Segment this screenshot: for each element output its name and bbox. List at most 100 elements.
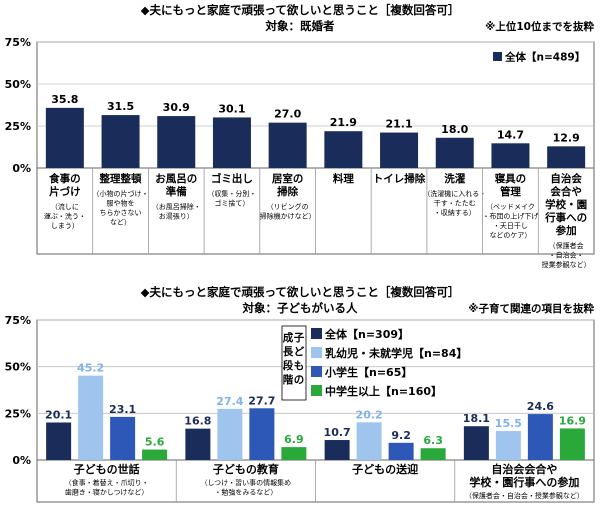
chart1-category-sublabel: （ベッドメイク (486, 203, 535, 211)
chart1-category-sublabel: （お風呂掃除・ (152, 202, 201, 211)
chart1-category-label: 寝具の (495, 172, 527, 185)
chart2-data-label: 16.8 (184, 415, 211, 428)
chart2-bar (324, 440, 350, 460)
chart1-bar (324, 131, 363, 168)
chart1-category-label: 料理 (333, 172, 354, 185)
chart2-data-label: 45.2 (77, 362, 104, 375)
chart1-category-sublabel: しまう） (51, 222, 79, 230)
chart2-legend-label: 小学生【n=65】 (324, 365, 412, 379)
chart2-legend-title: 子 (294, 332, 305, 344)
chart2-legend-title: 段 (283, 359, 294, 372)
chart2-legend-title: 成 (283, 331, 294, 344)
chart2-category-sublabel: （食事・着替え・爪切り・ (65, 478, 149, 487)
chart1-category-label: 管理 (500, 185, 521, 198)
chart1-category-sublabel: （洗濯機に入れる・ (423, 189, 486, 198)
chart1-category-label: 整理整頓 (99, 172, 142, 185)
chart2-legend-title: も (294, 360, 305, 372)
chart2-category-sublabel: 歯磨き・寝かしつけなど） (65, 488, 149, 497)
chart1-category-sublabel: ・天日干し (493, 222, 528, 230)
chart1-category-label: 準備 (166, 185, 187, 198)
chart2-category-label: 学校・園行事への参加 (469, 475, 579, 489)
chart1-bar (101, 115, 140, 168)
chart1-category-label: 学校・園 (545, 198, 587, 211)
chart2-data-label: 5.6 (145, 436, 165, 449)
chart2-category-label: 子どもの送迎 (352, 462, 418, 476)
chart2-y-tick: 50% (5, 361, 31, 374)
chart1-bar (157, 116, 196, 168)
chart2-data-label: 10.7 (324, 426, 351, 439)
chart2-data-label: 6.9 (284, 433, 304, 446)
chart1-data-label: 30.1 (218, 102, 245, 115)
chart1-y-tick: 0% (12, 162, 31, 175)
chart1-bar (380, 132, 419, 168)
chart1-y-tick: 50% (5, 78, 31, 91)
chart1-category-label: 居室の (272, 172, 304, 185)
chart2-category-sublabel: （しつけ・習い事の情報集め (201, 478, 292, 487)
chart1-category-label: 洗濯 (444, 172, 465, 185)
chart1-category-sublabel: （小物の片づけ・ (93, 189, 149, 198)
chart1-category-sublabel: ・自治会・ (549, 251, 584, 260)
chart1-title: ◆夫にもっと家庭で頑張って欲しいと思うこと［複数回答可］ (141, 3, 460, 17)
chart2-bar (420, 448, 446, 460)
chart1-category-label: 参加 (556, 224, 577, 237)
chart1-category-sublabel: 干す・たたむ (434, 200, 476, 208)
chart2-legend-label: 乳幼児・未就学児【n=84】 (325, 346, 467, 360)
chart1-data-label: 21.9 (330, 116, 357, 129)
chart2-legend-swatch (311, 385, 322, 396)
chart1-note: ※上位10位までを抜粋 (485, 20, 594, 33)
chart2-category-label: 子どもの教育 (213, 462, 279, 476)
chart1-legend-swatch (493, 52, 502, 61)
chart1-data-label: 31.5 (107, 100, 134, 113)
chart1-category-sublabel: 掃除機かけなど） (260, 212, 316, 221)
chart1-category-label: 行事への (544, 211, 587, 224)
chart1-category-sublabel: 服や物を (107, 199, 135, 208)
chart2-bar (249, 408, 275, 460)
chart1-category-label: トイレ掃除 (373, 172, 426, 185)
chart2-y-tick: 25% (5, 407, 31, 420)
chart1-category-label: 会合や (550, 185, 582, 198)
chart2-data-label: 9.2 (391, 429, 411, 442)
chart2-data-label: 24.6 (527, 400, 554, 413)
chart1-data-label: 27.0 (274, 108, 301, 121)
chart2-legend-swatch (311, 347, 322, 358)
chart2-legend-swatch (311, 328, 322, 339)
chart1-category-sublabel: ちらかさない (100, 209, 142, 217)
chart2-title: ◆夫にもっと家庭で頑張って欲しいと思うこと［複数回答可］ (141, 285, 460, 299)
chart1-data-label: 12.9 (553, 131, 580, 144)
chart2-data-label: 27.4 (216, 395, 243, 408)
chart1-category-sublabel: （リビングの (267, 202, 309, 211)
chart2-bar (559, 428, 585, 460)
chart2-legend-swatch (311, 366, 322, 377)
chart2-bar (388, 442, 414, 460)
chart2-bar (185, 428, 211, 460)
chart1-category-label: 自治会 (550, 172, 582, 185)
chart1-bar (491, 143, 530, 168)
chart1-category-sublabel: （保護者会 (549, 241, 584, 250)
chart2-bar (46, 422, 72, 460)
chart1-subtitle: 対象：既婚者 (265, 19, 335, 33)
chart2-data-label: 15.5 (495, 417, 522, 430)
chart1-y-tick: 75% (5, 36, 31, 49)
chart2-data-label: 16.9 (559, 414, 586, 427)
chart2-legend-title: の (294, 374, 305, 386)
chart2-legend-label: 中学生以上【n=160】 (325, 384, 442, 398)
chart2-bar (217, 408, 243, 460)
chart1-category-label: 掃除 (277, 185, 298, 198)
chart2-bar (281, 447, 307, 460)
chart1-category-sublabel: お湯張り） (159, 212, 194, 221)
chart2-bar (356, 422, 382, 460)
chart1-data-label: 30.9 (163, 101, 190, 114)
chart2-bar (110, 416, 136, 460)
chart1-category-sublabel: などのケア） (489, 232, 531, 240)
chart2-y-tick: 0% (12, 454, 31, 467)
chart1-category-label: 片づけ (49, 185, 81, 198)
chart2-category-sublabel: ・勉強をみるなど） (214, 488, 277, 497)
chart1-data-label: 14.7 (497, 128, 524, 141)
chart1-bar (45, 107, 84, 168)
chart2-bar (495, 431, 521, 460)
chart1-category-sublabel: 授業参観など） (542, 260, 591, 269)
chart1-data-label: 21.1 (385, 118, 412, 131)
chart1-category-sublabel: など） (110, 219, 131, 227)
chart1-legend-label: 全体【n=489】 (504, 51, 585, 64)
chart1-bar (212, 117, 251, 168)
